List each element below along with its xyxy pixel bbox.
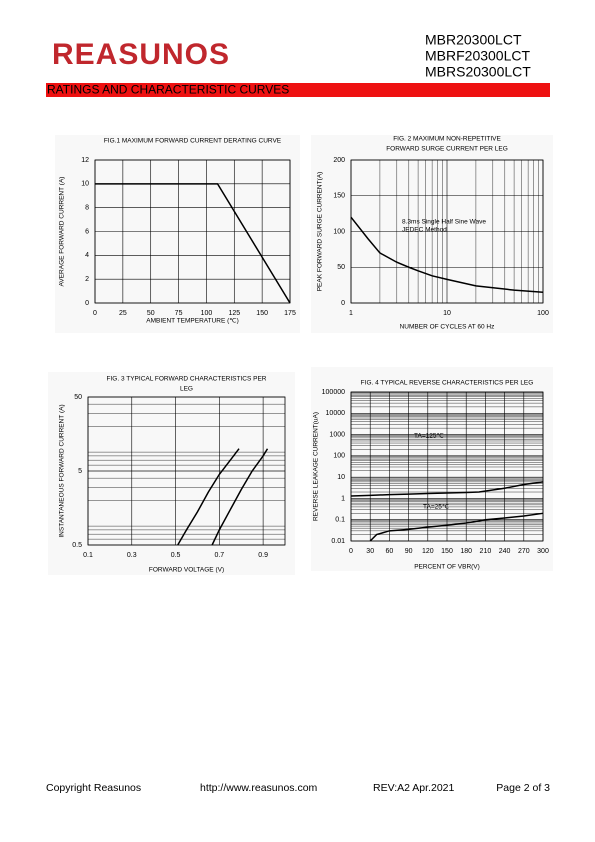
series-label: TA=125℃ bbox=[414, 433, 444, 440]
x-axis-label: PERCENT OF VBR(V) bbox=[414, 564, 480, 571]
x-tick-label: 0.3 bbox=[127, 552, 137, 559]
y-tick-label: 150 bbox=[333, 193, 345, 200]
y-tick-label: 1000 bbox=[329, 431, 345, 438]
y-axis-label: INSTANTANEOUS FORWARD CURRENT (A) bbox=[59, 404, 66, 537]
y-tick-label: 0.01 bbox=[331, 538, 345, 545]
part-number: MBRF20300LCT bbox=[425, 48, 530, 64]
chart-background bbox=[48, 372, 295, 575]
y-axis-label: REVERSE LEAKAGE CURRENT(uA) bbox=[313, 412, 320, 521]
chart-title: FORWARD SURGE CURRENT PER LEG bbox=[386, 146, 508, 153]
y-tick-label: 4 bbox=[85, 252, 89, 259]
footer-copyright: Copyright Reasunos bbox=[46, 782, 141, 794]
section-bar bbox=[46, 83, 550, 97]
x-tick-label: 50 bbox=[147, 310, 155, 317]
y-tick-label: 0.1 bbox=[335, 517, 345, 524]
chart-title: FIG.1 MAXIMUM FORWARD CURRENT DERATING C… bbox=[104, 138, 282, 145]
y-tick-label: 10000 bbox=[326, 410, 346, 417]
x-tick-label: 100 bbox=[201, 310, 213, 317]
x-tick-label: 150 bbox=[441, 548, 453, 555]
series-line bbox=[350, 481, 544, 497]
x-tick-label: 240 bbox=[499, 548, 511, 555]
y-tick-label: 100 bbox=[333, 453, 345, 460]
series-line bbox=[350, 216, 544, 294]
x-tick-label: 0 bbox=[349, 548, 353, 555]
x-tick-label: 30 bbox=[366, 548, 374, 555]
y-tick-label: 200 bbox=[333, 157, 345, 164]
chart-title: FIG. 4 TYPICAL REVERSE CHARACTERISTICS P… bbox=[361, 380, 534, 387]
x-tick-label: 125 bbox=[228, 310, 240, 317]
x-tick-label: 120 bbox=[422, 548, 434, 555]
series-line bbox=[211, 448, 269, 546]
x-tick-label: 0.1 bbox=[83, 552, 93, 559]
y-tick-label: 0.5 bbox=[72, 542, 82, 549]
chart-title: FIG. 3 TYPICAL FORWARD CHARACTERISTICS P… bbox=[107, 376, 267, 383]
y-tick-label: 0 bbox=[341, 300, 345, 307]
x-tick-label: 10 bbox=[443, 310, 451, 317]
y-tick-label: 2 bbox=[85, 276, 89, 283]
x-tick-label: 210 bbox=[480, 548, 492, 555]
x-tick-label: 60 bbox=[386, 548, 394, 555]
x-axis-label: AMBIENT TEMPERATURE (℃) bbox=[146, 318, 239, 325]
section-title: RATINGS AND CHARACTERISTIC CURVES bbox=[47, 83, 289, 97]
x-tick-label: 0.5 bbox=[171, 552, 181, 559]
x-tick-label: 90 bbox=[405, 548, 413, 555]
footer-url: http://www.reasunos.com bbox=[200, 782, 318, 794]
x-axis-label: NUMBER OF CYCLES AT 60 Hz bbox=[400, 324, 495, 331]
y-tick-label: 8 bbox=[85, 205, 89, 212]
annotation: 8.3ms Single Half Sine Wave bbox=[402, 219, 486, 226]
x-tick-label: 0 bbox=[93, 310, 97, 317]
plot-frame bbox=[350, 391, 544, 542]
y-tick-label: 10 bbox=[337, 474, 345, 481]
annotation: JEDEC Method bbox=[402, 227, 447, 234]
chart-title: FIG. 2 MAXIMUM NON-REPETITIVE bbox=[393, 136, 501, 143]
plot-frame bbox=[94, 159, 291, 304]
y-tick-label: 10 bbox=[81, 181, 89, 188]
x-tick-label: 300 bbox=[537, 548, 549, 555]
y-tick-label: 100 bbox=[333, 228, 345, 235]
plot-frame bbox=[87, 396, 286, 546]
series-label: TA=25℃ bbox=[423, 504, 450, 511]
footer-rev: REV:A2 Apr.2021 bbox=[373, 782, 454, 794]
y-axis-label: AVERAGE FORWARD CURRENT (A) bbox=[59, 177, 66, 287]
footer-page: Page 2 of 3 bbox=[496, 782, 550, 794]
part-number: MBRS20300LCT bbox=[425, 64, 531, 80]
chart-background bbox=[311, 367, 553, 571]
x-tick-label: 75 bbox=[175, 310, 183, 317]
x-tick-label: 150 bbox=[256, 310, 268, 317]
y-tick-label: 100000 bbox=[322, 389, 345, 396]
x-tick-label: 0.7 bbox=[214, 552, 224, 559]
x-tick-label: 0.9 bbox=[258, 552, 268, 559]
series-line bbox=[95, 183, 291, 304]
x-axis-label: FORWARD VOLTAGE (V) bbox=[149, 567, 224, 574]
x-tick-label: 25 bbox=[119, 310, 127, 317]
x-tick-label: 270 bbox=[518, 548, 530, 555]
y-tick-label: 1 bbox=[341, 495, 345, 502]
y-tick-label: 12 bbox=[81, 157, 89, 164]
chart-background bbox=[55, 135, 300, 333]
logo: REASUNOS bbox=[52, 38, 230, 71]
y-tick-label: 5 bbox=[78, 468, 82, 475]
y-tick-label: 0 bbox=[85, 300, 89, 307]
series-line bbox=[369, 512, 544, 542]
x-tick-label: 100 bbox=[537, 310, 549, 317]
y-axis-label: PEAK FORWARD SURGE CURRENT(A) bbox=[317, 172, 324, 292]
y-tick-label: 6 bbox=[85, 228, 89, 235]
x-tick-label: 1 bbox=[349, 310, 353, 317]
chart-title: LEG bbox=[180, 386, 193, 393]
y-tick-label: 50 bbox=[74, 394, 82, 401]
part-number: MBR20300LCT bbox=[425, 32, 522, 48]
x-tick-label: 180 bbox=[460, 548, 472, 555]
plot-frame bbox=[350, 159, 544, 304]
y-tick-label: 50 bbox=[337, 264, 345, 271]
series-line bbox=[177, 448, 240, 546]
x-tick-label: 175 bbox=[284, 310, 296, 317]
